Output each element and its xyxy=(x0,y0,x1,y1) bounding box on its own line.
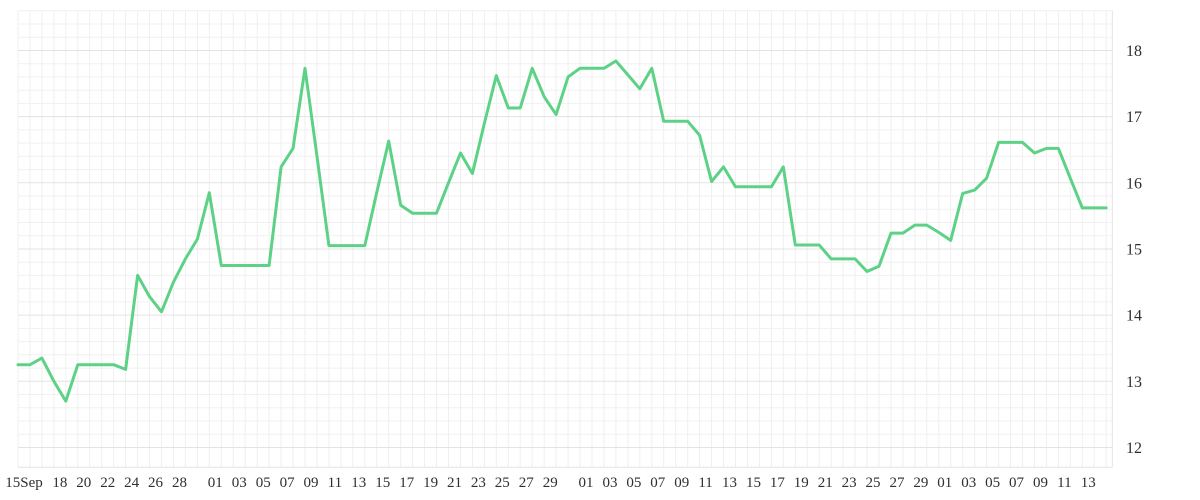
x-tick-label: 29 xyxy=(543,475,558,491)
y-tick-label: 17 xyxy=(1126,109,1142,126)
x-tick-label: 07 xyxy=(1009,475,1025,491)
x-tick-label: 25 xyxy=(866,475,881,491)
x-tick-label: 01 xyxy=(579,475,594,491)
y-tick-label: 14 xyxy=(1126,308,1142,325)
x-tick-label: 19 xyxy=(423,475,438,491)
x-tick-label: 28 xyxy=(172,475,187,491)
x-tick-label: 09 xyxy=(304,475,319,491)
x-tick-label: 13 xyxy=(1081,475,1096,491)
x-tick-label: 11 xyxy=(328,475,342,491)
x-tick-label: 25 xyxy=(495,475,510,491)
x-tick-label: 23 xyxy=(842,475,857,491)
x-tick-label: 05 xyxy=(985,475,1000,491)
x-tick-label: 20 xyxy=(76,475,91,491)
x-tick-label: 13 xyxy=(722,475,737,491)
y-tick-label: 12 xyxy=(1126,440,1142,457)
x-tick-label: 13 xyxy=(351,475,366,491)
x-tick-label: 03 xyxy=(603,475,618,491)
x-tick-label: 22 xyxy=(100,475,115,491)
x-tick-label: 05 xyxy=(626,475,641,491)
x-tick-label: 03 xyxy=(232,475,247,491)
x-tick-label: 19 xyxy=(794,475,809,491)
x-tick-label: 23 xyxy=(471,475,486,491)
y-tick-label: 16 xyxy=(1126,175,1142,192)
x-tick-label: 03 xyxy=(961,475,976,491)
y-tick-label: 15 xyxy=(1126,242,1142,259)
x-tick-label: 18 xyxy=(52,475,67,491)
x-tick-label: 21 xyxy=(818,475,833,491)
x-tick-label: 07 xyxy=(650,475,666,491)
x-tick-label: 26 xyxy=(148,475,164,491)
x-tick-label: 01 xyxy=(208,475,223,491)
x-tick-label: 07 xyxy=(280,475,296,491)
x-tick-label: 15 xyxy=(746,475,761,491)
x-tick-label: 24 xyxy=(124,475,140,491)
series-line xyxy=(16,59,1108,403)
x-tick-label: 15 xyxy=(375,475,390,491)
y-tick-label: 13 xyxy=(1126,374,1142,391)
x-tick-label: 27 xyxy=(519,475,535,491)
x-tick-label: 05 xyxy=(256,475,271,491)
x-tick-label: 09 xyxy=(674,475,689,491)
x-tick-label: 11 xyxy=(1057,475,1071,491)
x-tick-label: 15Sep xyxy=(5,475,43,491)
x-tick-label: 11 xyxy=(698,475,712,491)
x-tick-label: 21 xyxy=(447,475,462,491)
x-tick-label: 27 xyxy=(890,475,906,491)
x-tick-label: 17 xyxy=(770,475,786,491)
x-tick-label: 01 xyxy=(937,475,952,491)
x-tick-label: 29 xyxy=(913,475,928,491)
y-tick-label: 18 xyxy=(1126,43,1142,60)
x-tick-label: 09 xyxy=(1033,475,1048,491)
x-tick-label: 17 xyxy=(399,475,415,491)
